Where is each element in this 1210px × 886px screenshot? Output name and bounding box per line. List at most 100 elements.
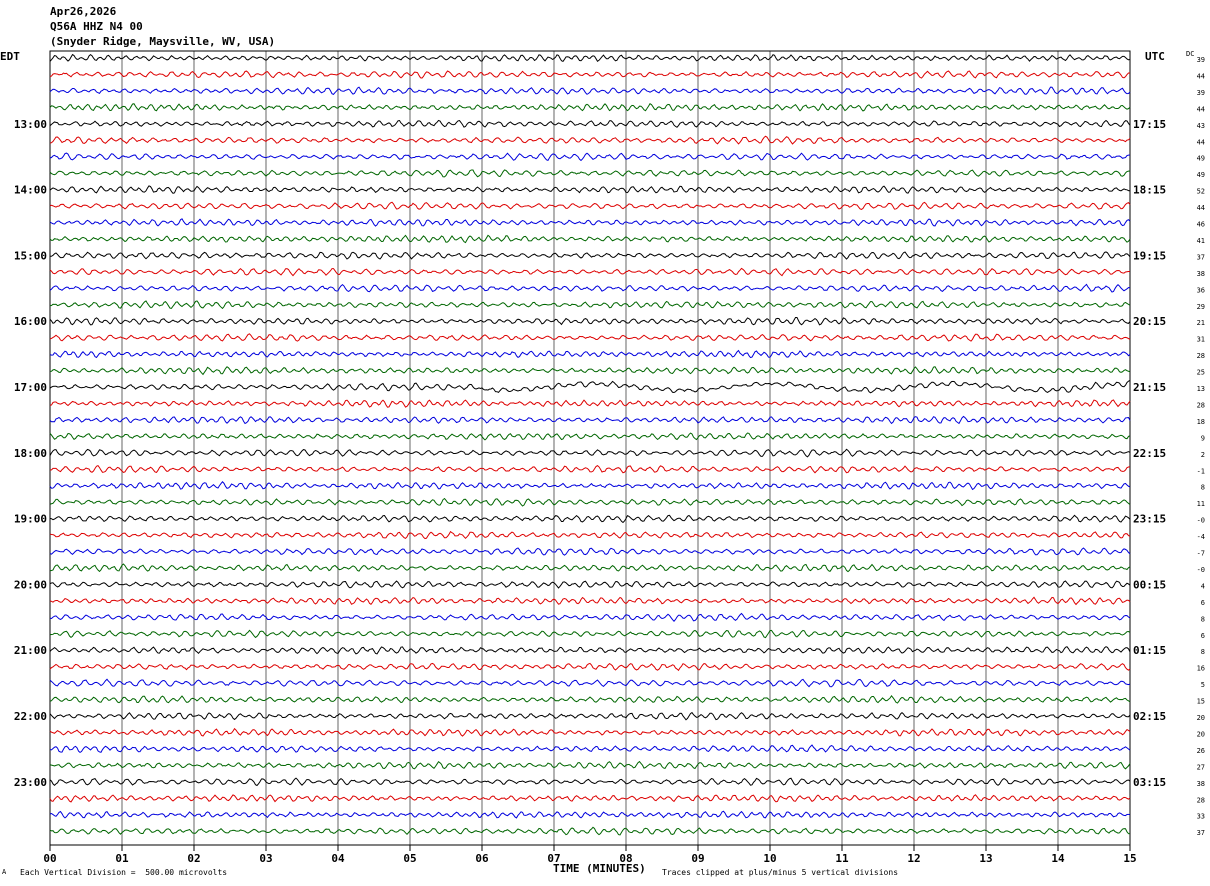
trace-line bbox=[49, 448, 1131, 458]
edt-hour-label: 15:00 bbox=[14, 249, 47, 262]
dc-offset-label: 38 bbox=[1197, 780, 1205, 788]
utc-hour-label: 18:15 bbox=[1133, 184, 1166, 197]
dc-offset-label: 9 bbox=[1201, 434, 1205, 442]
grid bbox=[49, 50, 1131, 851]
dc-offset-label: -4 bbox=[1197, 533, 1205, 541]
trace-line bbox=[49, 777, 1131, 787]
x-tick-label: 00 bbox=[43, 852, 56, 865]
plot-date: Apr26,2026 bbox=[50, 5, 117, 18]
dc-offset-label: 37 bbox=[1197, 253, 1205, 261]
corner-mark: A bbox=[2, 868, 7, 876]
trace-line bbox=[49, 563, 1131, 573]
trace-line bbox=[49, 760, 1131, 770]
trace-line bbox=[49, 70, 1131, 79]
dc-offset-label: 25 bbox=[1197, 369, 1205, 377]
edt-hour-label: 22:00 bbox=[14, 710, 47, 723]
x-tick-label: 07 bbox=[547, 852, 560, 865]
trace-line bbox=[49, 514, 1131, 524]
trace-line bbox=[49, 727, 1131, 737]
dc-offset-label: 27 bbox=[1197, 763, 1205, 771]
trace-line bbox=[49, 283, 1131, 293]
dc-offset-label: 29 bbox=[1197, 303, 1205, 311]
x-tick-label: 02 bbox=[187, 852, 200, 865]
x-tick-label: 06 bbox=[475, 852, 489, 865]
dc-offset-label: 36 bbox=[1197, 286, 1205, 294]
trace-line bbox=[49, 580, 1131, 589]
dc-offset-label: -1 bbox=[1197, 467, 1205, 475]
x-tick-label: 04 bbox=[331, 852, 345, 865]
edt-hour-label: 16:00 bbox=[14, 315, 47, 328]
trace-line bbox=[49, 530, 1131, 540]
dc-offset-label: 21 bbox=[1197, 319, 1205, 327]
trace-line bbox=[49, 366, 1131, 376]
trace-line bbox=[49, 86, 1131, 96]
trace-line bbox=[49, 103, 1131, 112]
dc-offset-label: 8 bbox=[1201, 484, 1205, 492]
trace-line bbox=[49, 316, 1131, 326]
x-tick-label: 01 bbox=[115, 852, 129, 865]
trace-line bbox=[49, 349, 1131, 359]
dc-offset-label: -7 bbox=[1197, 550, 1205, 558]
trace-line bbox=[49, 300, 1131, 310]
dc-offset-label: 4 bbox=[1201, 582, 1205, 590]
x-tick-label: 12 bbox=[907, 852, 920, 865]
dc-offset-label: 18 bbox=[1197, 418, 1205, 426]
trace-line bbox=[49, 646, 1131, 655]
dc-offset-label: 20 bbox=[1197, 730, 1205, 738]
station-location: (Snyder Ridge, Maysville, WV, USA) bbox=[50, 35, 276, 48]
edt-hour-label: 13:00 bbox=[14, 118, 47, 131]
scale-note: Each Vertical Division = 500.00 microvol… bbox=[20, 868, 228, 877]
dc-offset-label: 38 bbox=[1197, 270, 1205, 278]
trace-line bbox=[49, 826, 1131, 836]
dc-offset-label: 43 bbox=[1197, 122, 1205, 130]
trace-line bbox=[49, 234, 1131, 244]
x-tick-label: 10 bbox=[763, 852, 776, 865]
dc-offset-label: 44 bbox=[1197, 105, 1205, 113]
edt-hour-label: 21:00 bbox=[14, 644, 47, 657]
dc-offset-label: 16 bbox=[1197, 665, 1205, 673]
trace-line bbox=[49, 662, 1131, 672]
dc-offset-label: 28 bbox=[1197, 401, 1205, 409]
trace-line bbox=[49, 185, 1131, 194]
dc-offset-label: 44 bbox=[1197, 204, 1205, 212]
trace-line bbox=[49, 267, 1131, 277]
utc-axis-title: UTC bbox=[1145, 50, 1165, 63]
clip-note: Traces clipped at plus/minus 5 vertical … bbox=[662, 868, 899, 877]
edt-hour-label: 23:00 bbox=[14, 776, 47, 789]
plot-frame bbox=[49, 50, 1131, 846]
dc-offset-label: 26 bbox=[1197, 747, 1205, 755]
dc-offset-label: 44 bbox=[1197, 138, 1205, 146]
edt-axis-title: EDT bbox=[0, 50, 20, 63]
trace-line bbox=[49, 629, 1131, 639]
edt-hour-label: 19:00 bbox=[14, 513, 47, 526]
dc-offset-label: 33 bbox=[1197, 813, 1205, 821]
dc-offset-label: 28 bbox=[1197, 352, 1205, 360]
utc-hour-label: 22:15 bbox=[1133, 447, 1166, 460]
trace-line bbox=[49, 481, 1131, 491]
trace-line bbox=[49, 678, 1131, 688]
x-tick-label: 09 bbox=[691, 852, 704, 865]
utc-hour-label: 23:15 bbox=[1133, 513, 1166, 526]
dc-offset-label: 41 bbox=[1197, 237, 1205, 245]
utc-hour-label: 17:15 bbox=[1133, 118, 1166, 131]
dc-offset-label: 5 bbox=[1201, 681, 1205, 689]
trace-line bbox=[49, 380, 1131, 394]
dc-title: DC bbox=[1186, 50, 1194, 58]
dc-offset-label: 49 bbox=[1197, 171, 1205, 179]
trace-line bbox=[49, 169, 1131, 178]
trace-line bbox=[49, 464, 1131, 474]
trace-line bbox=[49, 218, 1131, 227]
dc-offset-label: -0 bbox=[1197, 566, 1205, 574]
utc-hour-label: 00:15 bbox=[1133, 578, 1166, 591]
utc-hour-label: 02:15 bbox=[1133, 710, 1166, 723]
dc-offset-label: 37 bbox=[1197, 829, 1205, 837]
utc-hour-label: 21:15 bbox=[1133, 381, 1166, 394]
utc-hour-label: 20:15 bbox=[1133, 315, 1166, 328]
x-axis-label: TIME (MINUTES) bbox=[553, 862, 646, 875]
trace-line bbox=[49, 711, 1131, 721]
trace-line bbox=[49, 201, 1131, 210]
dc-offset-label: 49 bbox=[1197, 155, 1205, 163]
x-tick-label: 13 bbox=[979, 852, 992, 865]
edt-hour-label: 14:00 bbox=[14, 184, 47, 197]
